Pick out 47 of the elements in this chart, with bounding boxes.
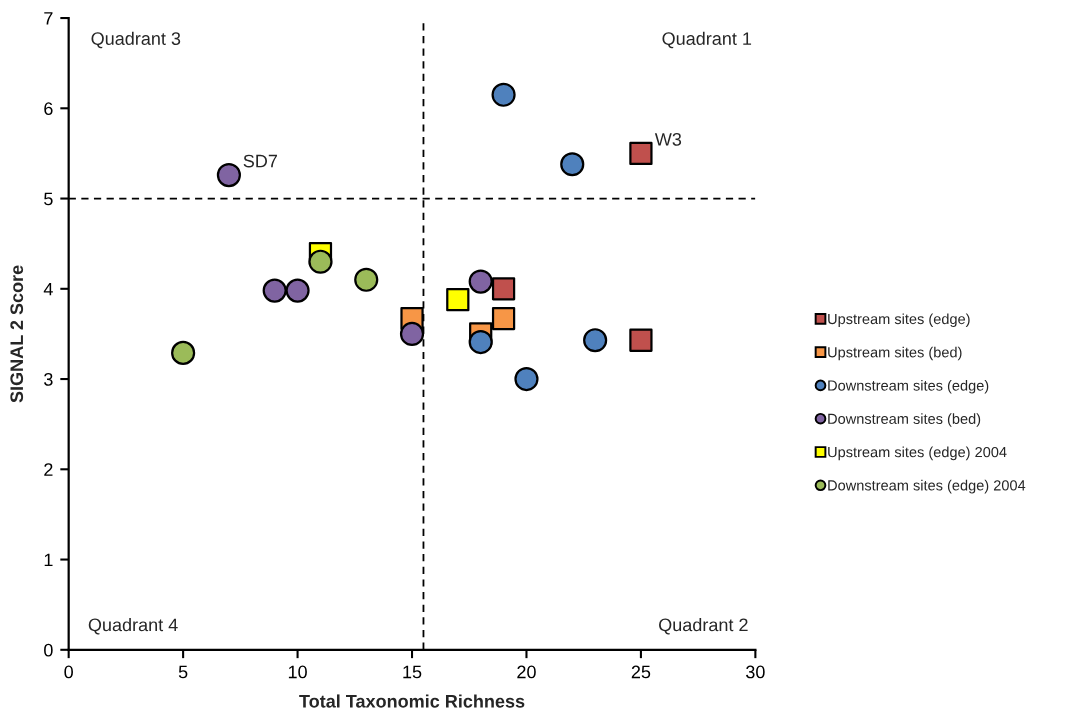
legend-label: Downstream sites (edge) 2004 — [828, 479, 1026, 494]
legend-label: Upstream sites (bed) — [828, 346, 962, 361]
y-tick-label: 1 — [44, 553, 53, 567]
x-axis-title: Total Taxonomic Richness — [299, 694, 525, 708]
point — [468, 329, 493, 355]
point — [308, 249, 333, 274]
point — [262, 278, 287, 303]
y-tick-label: 5 — [44, 192, 53, 206]
x-tick-label: 25 — [631, 665, 651, 679]
annotation: W3 — [654, 132, 682, 146]
point — [583, 328, 608, 353]
point — [491, 306, 516, 331]
point — [216, 162, 241, 188]
y-axis-title: SIGNAL 2 Score — [10, 265, 24, 403]
y-tick-label: 0 — [44, 643, 53, 657]
legend-label: Downstream sites (bed) — [828, 413, 981, 427]
x-tick-label: 30 — [746, 665, 765, 679]
y-tick-label: 2 — [44, 463, 53, 476]
point — [446, 287, 470, 312]
y-tick-label: 4 — [43, 282, 53, 296]
point — [560, 152, 585, 177]
point — [629, 328, 653, 352]
annotation: Quadrant 1 — [662, 31, 752, 49]
annotation: Quadrant 4 — [88, 618, 178, 635]
x-tick-label: 20 — [517, 665, 536, 679]
y-tick-label: 6 — [44, 102, 53, 116]
y-tick-label: 3 — [44, 372, 53, 386]
annotation: SD7 — [243, 154, 278, 168]
x-tick-label: 5 — [178, 665, 188, 679]
point — [399, 321, 425, 347]
legend-label: Upstream sites (edge) — [828, 313, 970, 328]
legend-label: Downstream sites (edge) — [828, 379, 989, 394]
x-tick-label: 10 — [288, 665, 307, 679]
point — [491, 277, 516, 301]
annotation: Quadrant 2 — [659, 618, 748, 635]
point — [514, 366, 539, 392]
x-tick-label: 0 — [64, 665, 73, 679]
point — [354, 267, 379, 292]
point — [491, 82, 516, 107]
legend-label: Upstream sites (edge) 2004 — [828, 446, 1007, 461]
y-tick-label: 7 — [44, 12, 53, 25]
point — [629, 141, 653, 166]
annotation: Quadrant 3 — [91, 31, 181, 49]
point — [171, 340, 196, 365]
x-tick-label: 15 — [403, 665, 422, 679]
point — [285, 278, 310, 303]
point — [468, 269, 493, 294]
